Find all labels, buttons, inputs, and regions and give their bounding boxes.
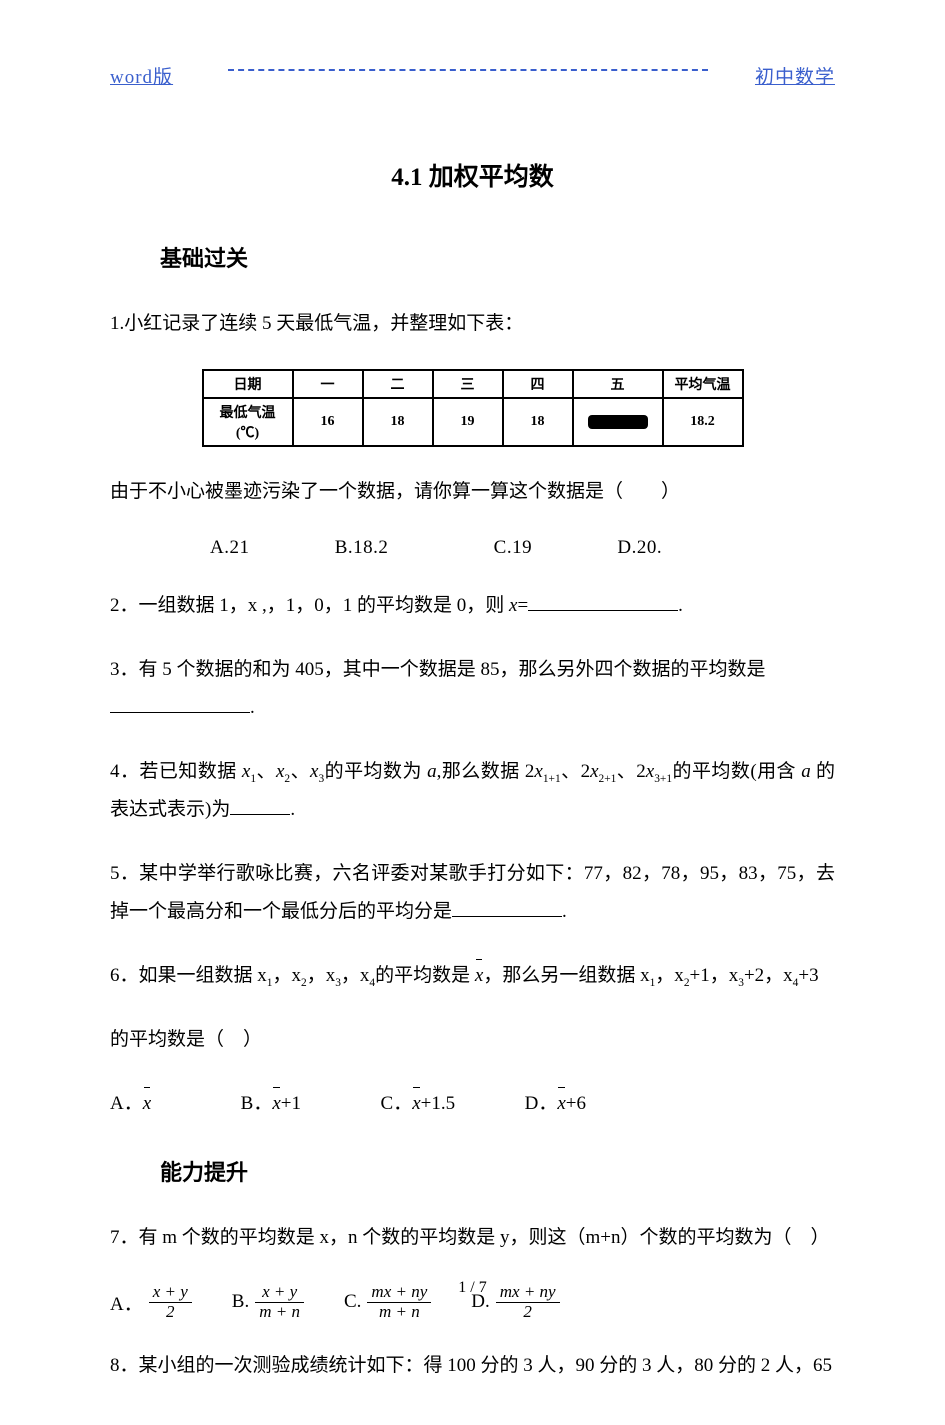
xbar-icon: x <box>412 1085 420 1123</box>
q1-table: 日期 一 二 三 四 五 平均气温 最低气温(℃) 16 18 19 18 18… <box>202 369 744 447</box>
th: 五 <box>573 370 663 398</box>
t: 、 <box>256 761 276 782</box>
q2: 2．一组数据 1，x ,，1，0，1 的平均数是 0，则 x=. <box>110 587 835 625</box>
t: ，x <box>655 965 684 986</box>
t: 、2 <box>561 761 590 782</box>
opt-d: D.20. <box>617 537 662 559</box>
th: 二 <box>363 370 433 398</box>
section-basic: 基础过关 <box>160 241 835 273</box>
ink-smudge-icon <box>588 415 648 429</box>
xbar-icon: x <box>272 1085 280 1123</box>
table-row: 日期 一 二 三 四 五 平均气温 <box>203 370 743 398</box>
th: 四 <box>503 370 573 398</box>
page-title: 4.1 加权平均数 <box>110 157 835 193</box>
t: . <box>290 799 295 820</box>
v: a <box>427 761 437 782</box>
t: 、 <box>290 761 310 782</box>
t: 4．若已知数据 <box>110 761 242 782</box>
t: +3 <box>798 965 818 986</box>
header-dash-line <box>228 69 708 71</box>
q4: 4．若已知数据 x1、x2、x3的平均数为 a,那么数据 2x1+1、2x2+1… <box>110 753 835 829</box>
v: a <box>801 761 811 782</box>
t: 、2 <box>616 761 645 782</box>
t: +2，x <box>744 965 793 986</box>
table-row: 最低气温(℃) 16 18 19 18 18.2 <box>203 398 743 446</box>
s: 2+1 <box>599 773 617 785</box>
q6-stem: 6．如果一组数据 x1，x2，x3，x4的平均数是 x，那么另一组数据 x1，x… <box>110 957 835 995</box>
q3-blank <box>110 694 250 713</box>
opt-c: C.19 <box>494 537 532 559</box>
q2-blank <box>528 592 678 611</box>
xbar-icon: x <box>475 957 483 995</box>
th: 日期 <box>203 370 293 398</box>
t: 6．如果一组数据 x <box>110 965 267 986</box>
s: 1+1 <box>543 773 561 785</box>
cell: 18 <box>363 398 433 446</box>
opt-d: D．x+6 <box>525 1093 586 1114</box>
s: 3+1 <box>654 773 672 785</box>
th: 一 <box>293 370 363 398</box>
cell: 18 <box>503 398 573 446</box>
section-advanced: 能力提升 <box>160 1155 835 1187</box>
q7-stem: 7．有 m 个数的平均数是 x，n 个数的平均数是 y，则这（m+n）个数的平均… <box>110 1219 835 1257</box>
q4-blank <box>230 796 290 815</box>
opt-c: C．x+1.5 <box>381 1093 456 1114</box>
row-label: 最低气温(℃) <box>203 398 293 446</box>
q5-tail: . <box>562 901 567 922</box>
q3-tail: . <box>250 697 255 718</box>
xbar-icon: x <box>557 1085 565 1123</box>
q6-tail: 的平均数是（ ） <box>110 1021 835 1059</box>
t: ，那么另一组数据 x <box>483 965 649 986</box>
page-number: 1 / 7 <box>0 1279 945 1297</box>
q1-options: A.21 B.18.2 C.19 D.20. <box>210 537 835 559</box>
t: 的平均数为 <box>324 761 427 782</box>
v: x <box>590 761 598 782</box>
t: ,那么数据 2 <box>437 761 535 782</box>
t: +1，x <box>690 965 739 986</box>
header-right-link[interactable]: 初中数学 <box>755 62 835 89</box>
th: 三 <box>433 370 503 398</box>
q1-stem: 1.小红记录了连续 5 天最低气温，并整理如下表： <box>110 305 835 343</box>
q6-options: A．x B．x+1 C．x+1.5 D．x+6 <box>110 1085 835 1123</box>
t: ，x <box>307 965 336 986</box>
cell-smudged <box>573 398 663 446</box>
v: x <box>534 761 542 782</box>
cell: 19 <box>433 398 503 446</box>
xbar-icon: x <box>143 1085 151 1123</box>
q2-tail: . <box>678 595 683 616</box>
header-left-link[interactable]: word版 <box>110 62 173 89</box>
th: 平均气温 <box>663 370 743 398</box>
q1-post: 由于不小心被墨迹污染了一个数据，请你算一算这个数据是（ ） <box>110 473 835 511</box>
opt-b: B．x+1 <box>241 1093 301 1114</box>
q2-eq: = <box>517 595 528 616</box>
cell: 16 <box>293 398 363 446</box>
opt-a: A．x <box>110 1093 151 1114</box>
t: 的平均数是 <box>375 965 470 986</box>
q3-text: 3．有 5 个数据的和为 405，其中一个数据是 85，那么另外四个数据的平均数… <box>110 659 766 680</box>
q2-pre: 2．一组数据 1，x ,，1，0，1 的平均数是 0，则 <box>110 595 509 616</box>
v: x <box>646 761 654 782</box>
q5: 5．某中学举行歌咏比赛，六名评委对某歌手打分如下：77，82，78，95，83，… <box>110 855 835 931</box>
t: ，x <box>272 965 301 986</box>
q3: 3．有 5 个数据的和为 405，其中一个数据是 85，那么另外四个数据的平均数… <box>110 651 835 727</box>
opt-b: B.18.2 <box>335 537 389 559</box>
q5-blank <box>452 898 562 917</box>
t: 的平均数(用含 <box>672 761 801 782</box>
t: ，x <box>341 965 370 986</box>
opt-a: A.21 <box>210 537 249 559</box>
cell: 18.2 <box>663 398 743 446</box>
q8-stem: 8．某小组的一次测验成绩统计如下：得 100 分的 3 人，90 分的 3 人，… <box>110 1347 835 1385</box>
page-header: word版 初中数学 <box>110 62 835 89</box>
